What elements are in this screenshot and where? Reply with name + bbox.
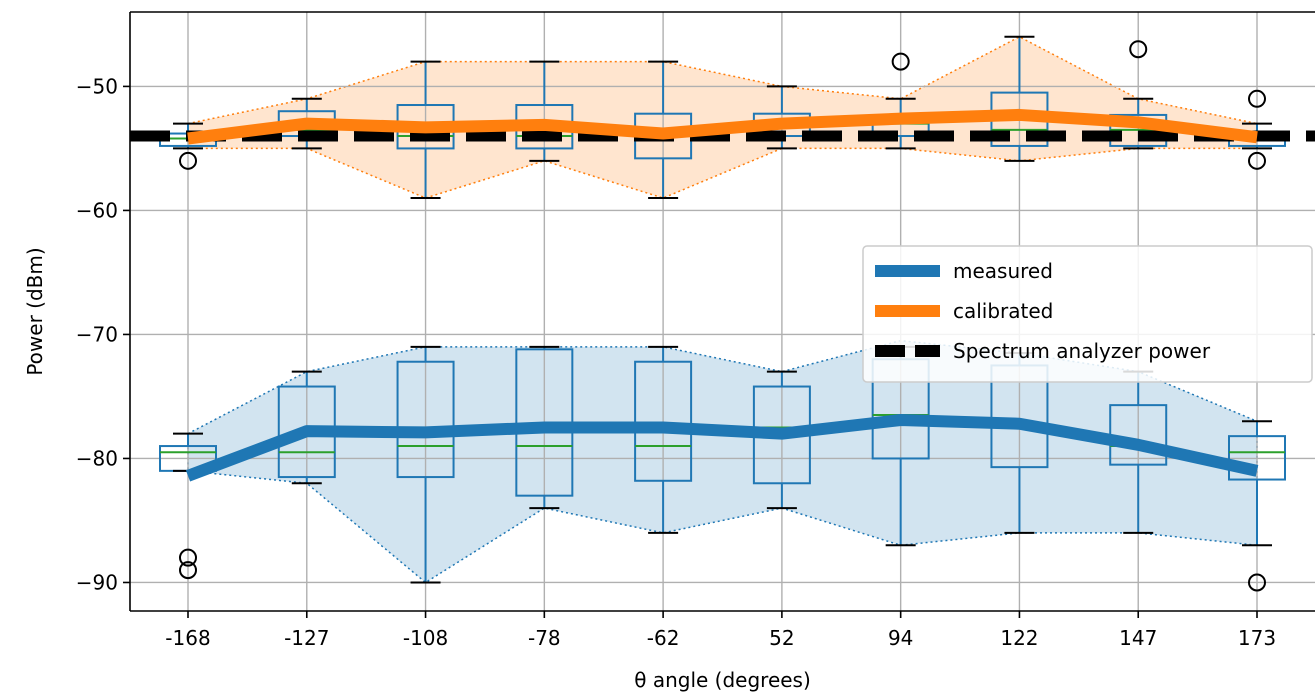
legend-entry: measured [875,259,1053,283]
legend-label: calibrated [953,299,1053,323]
outlier-point [1129,40,1148,59]
outlier-point [179,548,197,567]
x-tick-label: -127 [284,626,329,650]
y-tick-label: −70 [76,322,118,346]
x-tick-label: 122 [1000,626,1038,650]
x-tick-label: -168 [165,626,210,650]
y-tick-label: −50 [76,74,118,98]
x-tick-label: -78 [528,626,561,650]
calibrated-box [1109,40,1168,150]
legend-entry: calibrated [875,299,1053,323]
calibrated-mean-line [187,108,1258,145]
mean-lines [185,108,1259,482]
measured-box [396,345,455,584]
y-tick-label: −60 [76,198,118,222]
outlier-point [891,52,910,71]
y-tick-label: −90 [76,570,118,594]
x-tick-label: 147 [1119,626,1157,650]
outlier-point [1248,151,1266,170]
legend-entry: Spectrum analyzer power [875,339,1211,363]
measured-band [187,339,1258,584]
y-tick-label: −80 [76,446,118,470]
plot-frame [129,11,1315,612]
legend-box [862,245,1313,383]
legend-label: Spectrum analyzer power [953,339,1211,363]
y-axis-label: Power (dBm) [23,247,47,375]
legend: measured calibrated Spectrum analyzer powe… [862,245,1313,383]
x-tick-label: 52 [769,626,794,650]
outlier-point [179,561,197,580]
x-axis-label: θ angle (degrees) [634,668,811,692]
outlier-point [179,151,197,170]
calibrated-band [187,35,1258,199]
x-tick-label: 94 [888,626,913,650]
outlier-point [1248,89,1266,108]
x-tick-label: -108 [403,626,448,650]
measured-box [1228,420,1286,592]
outlier-point [1248,573,1266,592]
measured-box [634,345,693,534]
x-tick-label: 173 [1238,626,1276,650]
measured-mean-line [185,414,1259,482]
legend-label: measured [953,259,1053,283]
axis-ticks: -168 -127 -108 -78 -62 52 94 122 147 173 −50 −60 −70… [76,74,1276,650]
series-bands [187,35,1258,584]
x-tick-label: -62 [647,626,680,650]
